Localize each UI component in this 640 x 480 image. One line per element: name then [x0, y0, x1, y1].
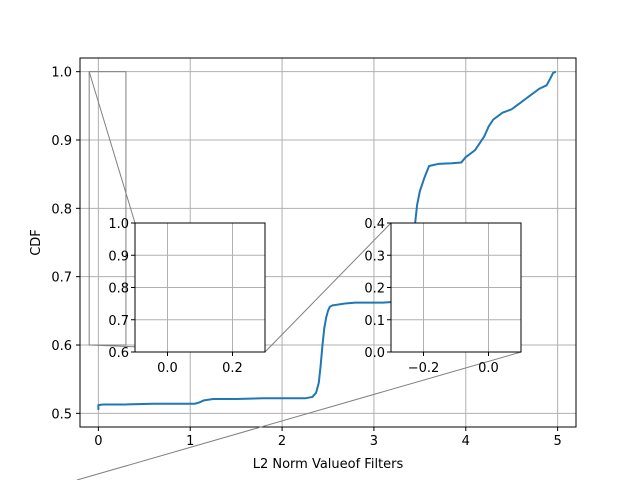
x-tick-label: 3: [370, 434, 378, 449]
inset-y-tick-label: 0.1: [364, 314, 385, 329]
zoom-indicator-box: [88, 71, 127, 346]
y-tick-label: 0.8: [51, 202, 72, 217]
y-axis-label: CDF: [29, 229, 44, 256]
x-tick-label: 0: [94, 434, 102, 449]
inset-frame: [390, 222, 522, 353]
connector-line: [88, 71, 136, 224]
inset-frame: [134, 222, 266, 353]
inset-x-tick-label: −0.2: [408, 361, 440, 376]
inset-y-tick-label: 0.8: [108, 282, 129, 297]
connector-line: [76, 351, 522, 480]
y-tick-label: 0.6: [51, 339, 72, 354]
y-axis-ticks: 0.5 0.6 0.7 0.8 0.9 1.0: [51, 66, 80, 422]
inset-axes-2: −0.2 0.0 0.0 0.1 0.2 0.3 0.4: [364, 217, 522, 376]
inset-y-tick-label: 0.7: [108, 314, 129, 329]
inset-axes-1: 0.0 0.2 0.6 0.7 0.8 0.9 1.0: [108, 217, 266, 376]
inset-x-tick-label: 0.0: [478, 361, 499, 376]
y-tick-label: 0.9: [51, 134, 72, 149]
inset-y-tick-label: 0.6: [108, 346, 129, 361]
inset-x-tick-label: 0.0: [157, 361, 178, 376]
inset-y-tick-label: 0.0: [364, 346, 385, 361]
cdf-series: [97, 70, 557, 410]
x-tick-label: 1: [186, 434, 194, 449]
y-tick-label: 0.7: [51, 271, 72, 286]
inset-y-tick-label: 0.4: [364, 217, 385, 232]
cdf-line: [97, 70, 557, 410]
x-axis-ticks: 0 1 2 3 4 5: [94, 427, 562, 449]
inset-y-tick-label: 0.3: [364, 249, 385, 264]
inset-x-tick-label: 0.2: [222, 361, 243, 376]
x-tick-label: 4: [462, 434, 470, 449]
x-tick-label: 2: [278, 434, 286, 449]
y-tick-label: 1.0: [51, 66, 72, 81]
inset-y-tick-label: 0.9: [108, 249, 129, 264]
inset-y-tick-label: 0.2: [364, 282, 385, 297]
plot-area-frame: [79, 57, 577, 428]
inset-y-tick-label: 1.0: [108, 217, 129, 232]
x-axis-label: L2 Norm Valueof Filters: [253, 457, 404, 472]
x-tick-label: 5: [553, 434, 561, 449]
y-tick-label: 0.5: [51, 407, 72, 422]
connector-line: [264, 222, 392, 353]
